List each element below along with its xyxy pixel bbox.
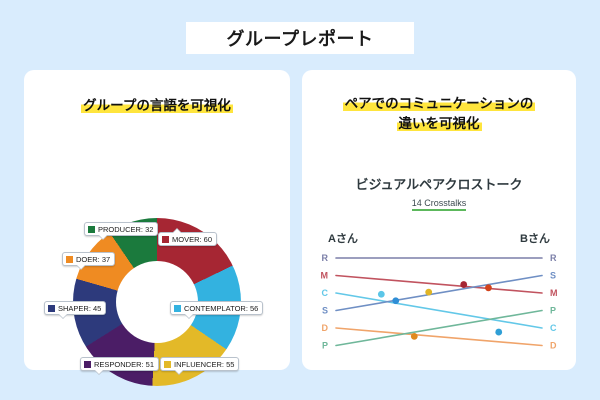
person-a-label: Aさん [328,233,358,245]
slope-line-m [335,274,543,294]
panel-left-heading: グループの言語を可視化 [24,96,290,116]
swatch-contemplator [174,304,181,312]
crosstalk-chart-subtitle: 14 Crosstalks [302,198,576,211]
donut-callout-mover-label: MOVER: 60 [172,234,213,244]
donut-callout-contemplator[interactable]: CONTEMPLATOR: 56 [170,301,264,315]
slope-line-s [335,274,543,312]
axis-label-right-s: S [550,271,556,281]
axis-label-left-m: M [321,271,329,281]
swatch-influencer [164,360,171,368]
axis-label-right-m: M [550,288,558,298]
slope-line-d [335,327,543,347]
swatch-responder [84,360,91,368]
panel-left-heading-text: グループの言語を可視化 [81,98,233,113]
axis-label-left-r: R [322,253,329,263]
crosstalk-dot[interactable] [460,281,468,288]
panel-group-language: グループの言語を可視化 PRODUCER: 32 MOVER: 60 DOER:… [24,70,290,386]
person-b-label: Bさん [520,233,550,245]
page-title: グループレポート [226,29,374,49]
swatch-producer [88,225,95,233]
donut-callout-influencer[interactable]: INFLUENCER: 55 [160,357,240,371]
crosstalk-dot[interactable] [485,284,492,292]
axis-label-left-s: S [322,306,328,316]
axis-label-right-d: D [550,341,557,351]
panel-right-heading: ペアでのコミュニケーションの 違いを可視化 [302,94,576,134]
axis-label-right-r: R [550,253,557,263]
swatch-shaper [48,304,55,312]
donut-callout-shaper[interactable]: SHAPER: 45 [44,301,107,315]
axis-label-left-p: P [322,341,328,351]
swatch-mover [162,235,169,243]
axis-label-left-d: D [322,323,329,333]
crosstalk-count: 14 Crosstalks [411,198,467,211]
donut-callout-mover[interactable]: MOVER: 60 [158,232,218,246]
axis-label-right-c: C [550,323,557,333]
donut-callout-doer[interactable]: DOER: 37 [62,252,116,266]
donut-callout-shaper-label: SHAPER: 45 [58,303,102,313]
axis-label-right-p: P [550,306,556,316]
panel-right-heading-line1: ペアでのコミュニケーションの [342,96,536,111]
donut-callout-responder-label: RESPONDER: 51 [94,359,155,369]
donut-callout-influencer-label: INFLUENCER: 55 [174,359,235,369]
crosstalk-dot[interactable] [410,333,418,340]
donut-callout-responder[interactable]: RESPONDER: 51 [80,357,160,371]
axis-label-left-c: C [322,288,329,298]
crosstalk-chart-title: ビジュアルペアクロストーク [355,177,523,192]
donut-callout-producer-label: PRODUCER: 32 [98,224,154,234]
crosstalk-dot[interactable] [377,290,385,298]
slope-lines [335,257,543,347]
crosstalk-dot[interactable] [495,328,503,336]
swatch-doer [66,255,73,263]
panel-right-heading-line2: 違いを可視化 [396,116,482,131]
donut-callout-contemplator-label: CONTEMPLATOR: 56 [184,303,259,313]
report-title-banner: グループレポート [186,22,414,54]
panel-pair-communication: ペアでのコミュニケーションの 違いを可視化 ビジュアルペアクロストーク 14 C… [302,70,576,370]
crosstalk-dot[interactable] [392,297,400,305]
slope-line-p [335,309,543,347]
donut-callout-producer[interactable]: PRODUCER: 32 [84,222,159,236]
slope-line-c [335,292,543,329]
donut-callout-doer-label: DOER: 37 [76,254,111,264]
crosstalk-dot[interactable] [425,288,433,296]
crosstalk-dots [377,281,503,340]
